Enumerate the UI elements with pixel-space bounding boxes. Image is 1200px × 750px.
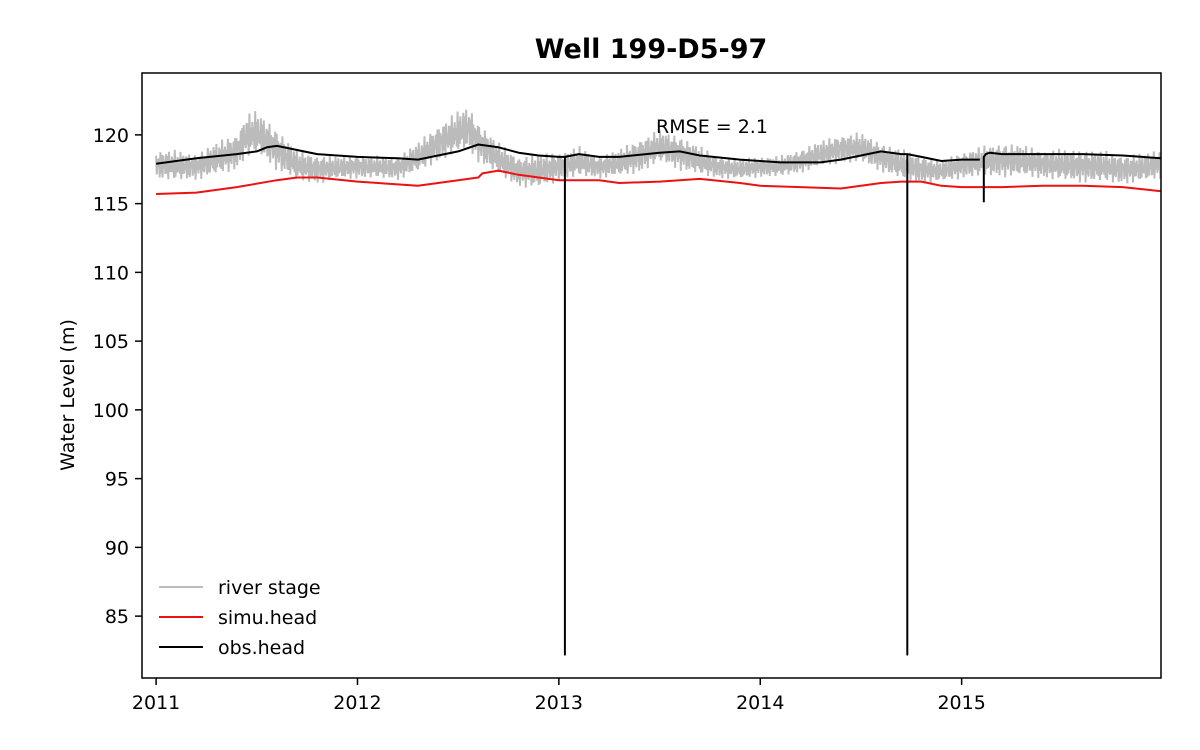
y-tick-label: 115 [93, 194, 129, 216]
chart-title: Well 199-D5-97 [535, 34, 768, 65]
x-tick-label: 2012 [333, 692, 381, 714]
legend: river stage simu.head obs.head [159, 577, 321, 659]
series-obs-head-line [155, 143, 1161, 656]
series-river-stage-line [155, 109, 1161, 188]
rmse-annotation: RMSE = 2.1 [656, 116, 768, 138]
series-layer [155, 109, 1161, 656]
y-tick-label: 105 [93, 331, 129, 353]
y-tick-label: 90 [105, 537, 129, 559]
legend-label-simu-head: simu.head [218, 607, 317, 629]
plot-frame [141, 72, 1162, 679]
x-axis: 2011 2012 2013 2014 2015 [132, 678, 986, 714]
y-tick-label: 95 [105, 469, 129, 491]
series-simu-head-line [156, 169, 1161, 195]
x-tick-label: 2013 [535, 692, 583, 714]
y-axis-label: Water Level (m) [57, 319, 79, 471]
legend-label-obs-head: obs.head [218, 637, 305, 659]
x-tick-label: 2011 [132, 692, 180, 714]
y-tick-label: 120 [93, 125, 129, 147]
y-axis: 85 90 95 100 105 110 115 120 [93, 125, 142, 628]
legend-label-river-stage: river stage [218, 577, 321, 599]
y-tick-label: 85 [105, 606, 129, 628]
x-tick-label: 2015 [937, 692, 985, 714]
y-tick-label: 110 [93, 262, 129, 284]
y-tick-label: 100 [93, 400, 129, 422]
x-tick-label: 2014 [736, 692, 784, 714]
